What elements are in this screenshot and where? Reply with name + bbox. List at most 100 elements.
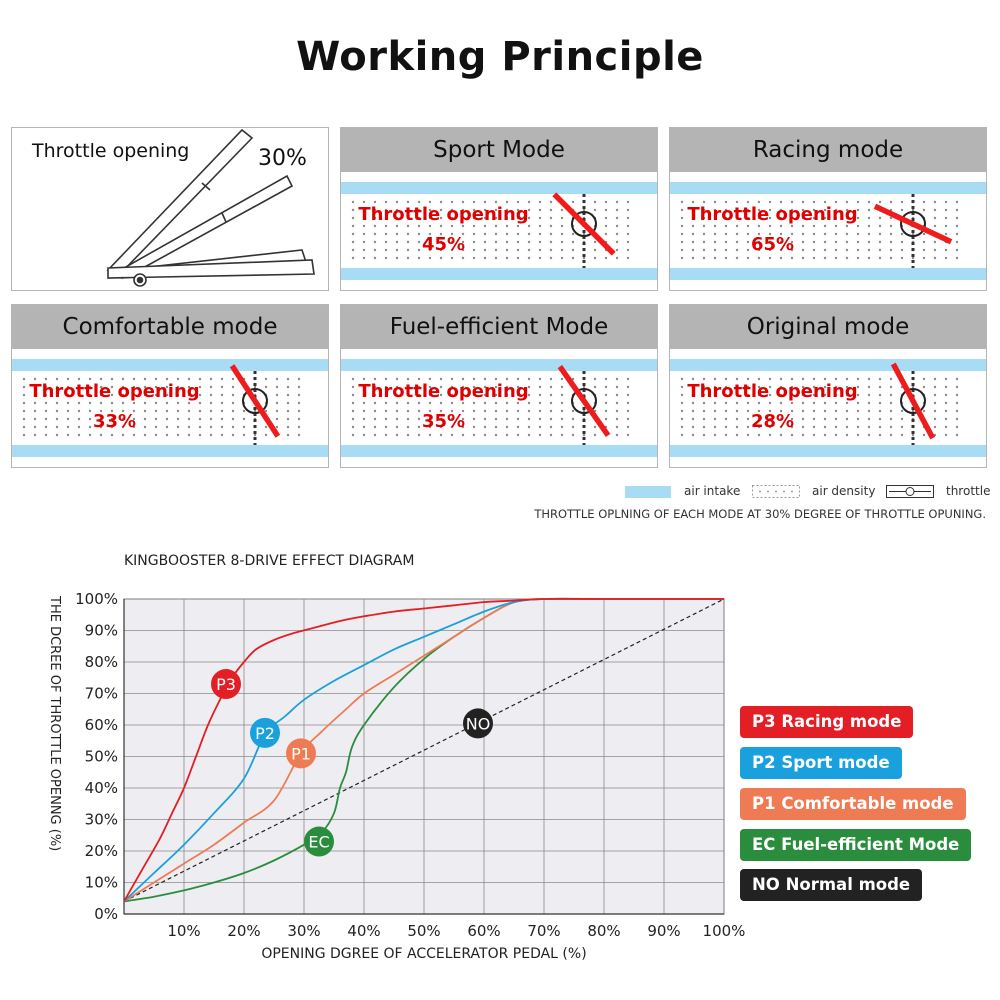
intro-panel: Throttle opening 30% xyxy=(11,127,329,291)
throttle-opening-value: 65% xyxy=(750,234,795,255)
chart-title: KINGBOOSTER 8-DRIVE EFFECT DIAGRAM xyxy=(124,553,415,569)
throttle-diagram xyxy=(670,182,986,280)
air-density-label: air density xyxy=(812,484,876,498)
x-tick-label: 80% xyxy=(587,922,620,940)
mode-panel-fuel-efficient: Fuel-efficient Mode Throttle opening 35% xyxy=(340,304,658,468)
throttle-diagram xyxy=(341,359,657,457)
x-tick-label: 50% xyxy=(407,922,440,940)
legend-ec: EC Fuel-efficient Mode xyxy=(740,829,972,861)
intro-panel-angle: 30% xyxy=(258,146,307,171)
mode-panel-original: Original mode Throttle opening 28% xyxy=(669,304,987,468)
throttle-plate xyxy=(552,192,616,256)
y-tick-label: 100% xyxy=(75,590,118,608)
mode-panel-title: Comfortable mode xyxy=(12,305,328,349)
throttle-opening-label: Throttle opening xyxy=(358,204,529,225)
throttle-opening-label: Throttle opening xyxy=(687,204,858,225)
series-line-p3 xyxy=(123,597,724,902)
throttle-opening-value: 45% xyxy=(421,234,466,255)
throttle-pivot xyxy=(900,211,926,237)
air-intake-swatch xyxy=(625,486,671,498)
y-tick-label: 50% xyxy=(85,748,118,766)
throttle-opening-label: Throttle opening xyxy=(29,381,200,402)
mode-panel-racing: Racing mode Throttle opening 65% xyxy=(669,127,987,291)
x-tick-label: 20% xyxy=(227,922,260,940)
x-tick-label: 90% xyxy=(647,922,680,940)
throttle-opening-label: Throttle opening xyxy=(358,381,529,402)
series-marker-label: NO xyxy=(466,714,491,733)
intro-panel-label: Throttle opening xyxy=(32,140,190,162)
mode-panel-comfortable: Comfortable mode Throttle opening 33% xyxy=(11,304,329,468)
throttle-pivot xyxy=(242,388,268,414)
panel-note: THROTTLE OPLNING OF EACH MODE AT 30% DEG… xyxy=(534,507,986,521)
pedal-illustration xyxy=(106,128,315,287)
x-tick-label: 60% xyxy=(467,922,500,940)
series-marker-ec xyxy=(304,826,334,857)
throttle-plate xyxy=(557,365,611,437)
throttle-plate xyxy=(873,203,953,245)
legend-p1: P1 Comfortable mode xyxy=(740,788,966,820)
throttle-opening-value: 35% xyxy=(421,411,466,432)
mode-panel-title: Sport Mode xyxy=(341,128,657,172)
x-tick-label: 100% xyxy=(703,922,746,940)
y-tick-label: 10% xyxy=(85,874,118,892)
air-intake-band xyxy=(670,182,986,194)
x-tick-label: 70% xyxy=(527,922,560,940)
air-intake-band xyxy=(670,268,986,280)
air-intake-band xyxy=(670,445,986,457)
legend-no: NO Normal mode xyxy=(740,869,923,901)
y-tick-label: 20% xyxy=(85,842,118,860)
series-marker-p1 xyxy=(286,738,316,769)
y-axis-label: THE DCREE OF THROTTLE OPENNG (%) xyxy=(47,596,62,852)
x-axis-label: OPENING DGREE OF ACCELERATOR PEDAL (%) xyxy=(261,946,587,962)
y-tick-label: 0% xyxy=(94,905,118,923)
grid-lines xyxy=(124,598,725,914)
throttle-plate xyxy=(229,364,281,438)
throttle-diagram xyxy=(341,182,657,280)
throttle-swatch xyxy=(886,485,934,498)
series-line-p2 xyxy=(123,597,724,903)
air-density-dots xyxy=(680,200,959,260)
throttle-plate xyxy=(890,362,936,440)
throttle-opening-value: 33% xyxy=(92,411,137,432)
mode-panel-title: Original mode xyxy=(670,305,986,349)
x-tick-label: 40% xyxy=(347,922,380,940)
throttle-opening-value: 28% xyxy=(750,411,795,432)
air-density-swatch xyxy=(752,485,800,498)
throttle-label: throttle xyxy=(946,484,991,498)
mode-panel-sport: Sport Mode Throttle opening 45% xyxy=(340,127,658,291)
series-marker-p2 xyxy=(250,717,280,748)
y-tick-label: 40% xyxy=(85,779,118,797)
series-line-p1 xyxy=(123,597,724,903)
series-marker-label: P2 xyxy=(255,724,275,743)
y-tick-label: 90% xyxy=(85,622,118,640)
air-intake-band xyxy=(670,359,986,371)
x-tick-label: 30% xyxy=(287,922,320,940)
series-marker-p3 xyxy=(211,669,241,700)
y-tick-label: 80% xyxy=(85,653,118,671)
series-marker-label: EC xyxy=(308,833,329,852)
air-intake-label: air intake xyxy=(684,484,741,498)
air-intake-band xyxy=(12,359,328,371)
mode-panel-title: Fuel-efficient Mode xyxy=(341,305,657,349)
air-intake-band xyxy=(341,445,657,457)
throttle-diagram xyxy=(12,359,328,457)
throttle-pivot xyxy=(571,388,597,414)
series-line-no xyxy=(123,598,725,902)
throttle-pivot xyxy=(571,211,597,237)
mode-panel-title: Racing mode xyxy=(670,128,986,172)
y-tick-label: 60% xyxy=(85,716,118,734)
page-title: Working Principle xyxy=(296,34,704,80)
air-intake-band xyxy=(341,182,657,194)
throttle-diagram xyxy=(670,359,986,457)
series-marker-no xyxy=(463,708,493,739)
air-intake-band xyxy=(12,445,328,457)
air-intake-band xyxy=(341,359,657,371)
throttle-opening-label: Throttle opening xyxy=(687,381,858,402)
y-tick-label: 70% xyxy=(85,685,118,703)
series-marker-label: P3 xyxy=(216,675,236,694)
plot-area xyxy=(123,598,725,915)
series-line-ec xyxy=(123,597,724,903)
legend-p2: P2 Sport mode xyxy=(740,747,902,779)
legend-p3: P3 Racing mode xyxy=(740,706,914,738)
y-tick-label: 30% xyxy=(85,811,118,829)
